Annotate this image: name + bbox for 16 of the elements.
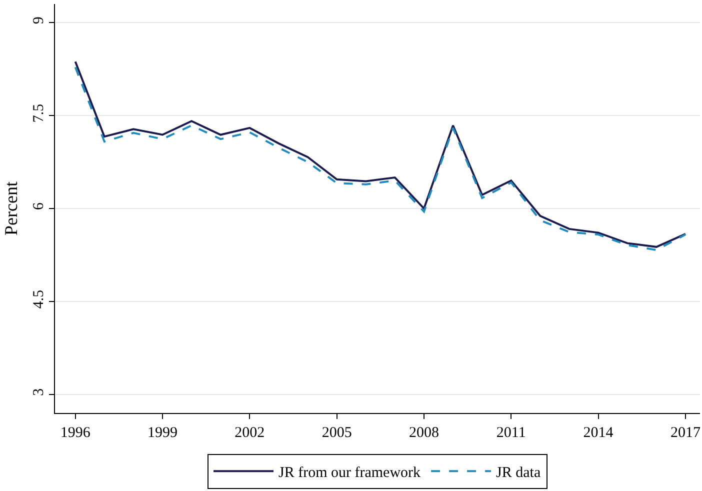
x-tick-label: 2008 [408, 425, 439, 441]
x-tick-label: 1999 [148, 425, 178, 441]
y-tick-label: 3 [31, 388, 47, 396]
y-tick-label: 9 [31, 16, 47, 24]
y-tick-label: 6 [31, 202, 47, 210]
x-tick-label: 2005 [322, 425, 352, 441]
x-tick-label: 2002 [234, 425, 265, 441]
x-tick-label: 2014 [583, 425, 614, 441]
y-axis-title: Percent [1, 182, 22, 236]
x-tick-label: 1996 [60, 425, 91, 441]
y-tick-label: 4.5 [31, 290, 47, 309]
legend-label: JR from our framework [278, 465, 422, 481]
x-tick-label: 2017 [670, 425, 701, 441]
legend-label: JR data [496, 465, 541, 481]
x-tick-label: 2011 [496, 425, 526, 441]
y-tick-label: 7.5 [31, 104, 47, 123]
